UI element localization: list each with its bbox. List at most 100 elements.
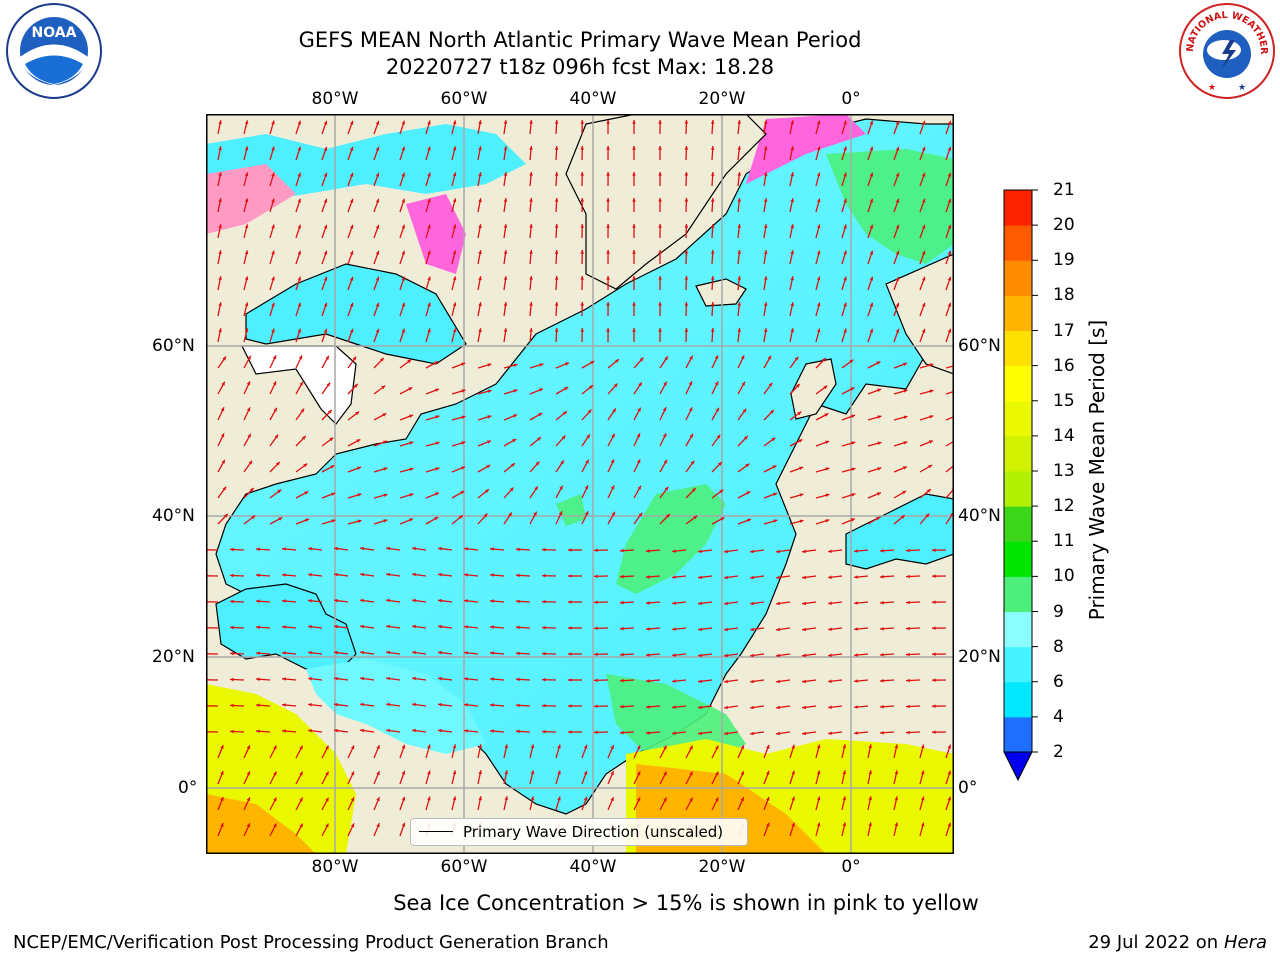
scandinavia [885,253,954,375]
wave-direction-arrowhead [427,146,431,151]
wave-direction-arrowhead [658,224,662,228]
wave-direction-arrowhead [698,679,702,684]
wave-direction-arrowhead [323,146,328,151]
wave-direction-arrowhead [921,198,926,203]
wave-direction-arrowhead [568,600,572,604]
wave-direction-arrowhead [895,120,900,125]
wave-direction-arrowhead [710,302,715,306]
wave-direction-arrowhead [776,575,780,580]
wave-direction-arrowhead [331,492,336,496]
wave-direction-arrowhead [825,493,830,497]
wave-direction-arrowhead [349,120,354,125]
wave-direction-arrowhead [503,146,508,150]
wave-direction-arrowhead [843,250,847,255]
wave-direction-arrowhead [330,465,335,469]
wave-direction-arrowhead [880,678,884,683]
wave-direction-arrowhead [947,302,952,307]
wave-direction-arrowhead [776,549,780,554]
wave-direction-arrowhead [256,573,260,578]
wave-direction-arrowhead [360,702,364,707]
wave-direction-arrowhead [297,224,301,229]
wave-direction-arrowhead [771,437,776,442]
wave-direction-arrowhead [464,625,468,629]
wave-direction-arrowhead [282,729,286,733]
wave-direction-arrowhead [737,146,741,150]
wave-direction-arrowhead [662,433,667,438]
wave-direction-arrowhead [554,120,559,124]
wave-direction-arrowhead [486,465,491,469]
wave-direction-arrowhead [620,600,624,605]
wave-direction-arrowhead [903,441,908,445]
wave-direction-arrowhead [427,276,431,281]
wave-direction-arrowhead [360,546,364,551]
wave-direction-arrowhead [802,627,806,632]
wave-direction-arrowhead [868,744,872,749]
wave-direction-arrowhead [606,250,610,254]
wave-direction-arrowhead [357,519,362,524]
wave-direction-arrowhead [928,440,933,444]
wave-direction-arrowhead [568,574,572,578]
wave-direction-arrowhead [869,224,874,229]
wave-direction-arrowhead [299,745,303,750]
wave-direction-arrowhead [594,704,598,709]
wave-direction-arrowhead [763,120,768,124]
wave-direction-arrowhead [256,547,260,552]
wave-direction-arrowhead [218,302,222,307]
wave-direction-arrowhead [790,250,794,255]
wave-direction-arrowhead [244,302,249,307]
wave-direction-arrowhead [434,517,439,521]
colorbar-segment [1004,646,1032,683]
wave-direction-arrowhead [684,276,689,280]
wave-direction-arrowhead [903,362,908,366]
wave-direction-arrowhead [334,546,338,551]
wave-direction-arrowhead [672,575,676,579]
wave-direction-arrowhead [490,599,494,603]
wave-direction-arrowhead [275,461,280,466]
wave-direction-arrowhead [452,120,457,125]
colorbar-segment [1004,260,1032,296]
colorbar-segment [1004,681,1032,718]
wave-direction-arrowhead [246,381,251,386]
wave-direction-arrowhead [323,302,328,307]
wave-direction-arrowhead [740,797,744,802]
wave-direction-arrowhead [568,704,572,708]
wave-direction-arrowhead [737,120,741,124]
wave-direction-arrowhead [568,626,572,630]
wave-direction-arrowhead [513,414,517,418]
wave-direction-arrowhead [244,224,249,229]
wave-direction-arrowhead [244,250,249,255]
wave-direction-arrowhead [401,302,405,307]
wave-direction-arrowhead [478,250,482,255]
wave-direction-arrowhead [742,408,747,413]
colorbar-segment [1004,295,1032,331]
wave-direction-arrowhead [880,600,884,605]
wave-direction-arrowhead [632,302,636,306]
wave-direction-arrowhead [272,381,277,386]
wave-direction-arrowhead [271,172,275,177]
wave-direction-arrowhead [452,224,457,229]
wave-direction-arrowhead [632,198,636,202]
map-legend: Primary Wave Direction (unscaled) [410,818,748,846]
wave-direction-arrowhead [921,822,925,827]
wave-direction-arrowhead [529,328,533,332]
wave-direction-arrowhead [737,276,741,280]
wave-direction-arrowhead [301,435,306,440]
iceland [695,278,747,307]
wave-direction-arrowhead [632,250,636,254]
wave-direction-arrowhead [646,575,650,579]
wave-direction-arrowhead [663,797,667,802]
wave-direction-arrowhead [297,250,301,255]
wave-direction-arrowhead [710,224,715,228]
wave-direction-arrowhead [530,796,535,801]
wave-direction-arrowhead [843,328,847,333]
wave-direction-arrowhead [766,744,770,749]
wave-direction-arrowhead [715,771,719,776]
wave-direction-arrowhead [386,728,390,733]
wave-direction-arrowhead [746,491,751,495]
wave-direction-arrowhead [412,728,416,733]
wave-direction-arrowhead [802,705,806,710]
wave-direction-arrowhead [516,729,520,734]
mediterranean-sea [845,493,954,570]
svg-text:★: ★ [1208,83,1216,93]
wave-direction-arrowhead [478,770,482,775]
